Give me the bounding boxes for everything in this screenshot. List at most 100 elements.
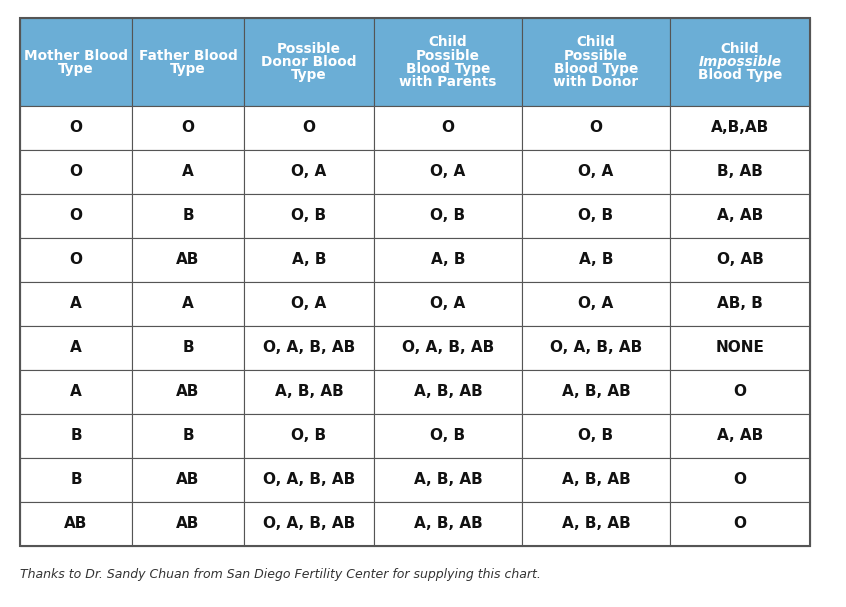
Bar (244, 150, 374, 194)
Bar (244, 282, 374, 326)
Text: A, B: A, B (579, 253, 613, 268)
Bar (522, 458, 670, 502)
Text: O, A: O, A (579, 164, 613, 180)
Text: Type: Type (291, 68, 327, 82)
Text: Donor Blood: Donor Blood (261, 55, 357, 69)
Text: A, B: A, B (292, 253, 327, 268)
Bar (522, 106, 670, 150)
Bar (522, 502, 670, 546)
Bar (132, 458, 244, 502)
Bar (20, 326, 132, 370)
Text: B: B (182, 341, 194, 356)
Text: O, A, B, AB: O, A, B, AB (550, 341, 642, 356)
Bar (670, 150, 810, 194)
Text: Child: Child (721, 42, 760, 56)
Text: O, A, B, AB: O, A, B, AB (402, 341, 494, 356)
Text: O, AB: O, AB (717, 253, 763, 268)
Bar (522, 282, 670, 326)
Bar (522, 18, 670, 106)
Bar (132, 326, 244, 370)
Bar (522, 326, 670, 370)
Bar (20, 18, 132, 106)
Bar (132, 106, 244, 150)
Text: O: O (442, 121, 454, 135)
Bar (522, 194, 670, 238)
Text: A,B,AB: A,B,AB (711, 121, 769, 135)
Text: A, B: A, B (431, 253, 465, 268)
Text: B, AB: B, AB (717, 164, 763, 180)
Bar (20, 458, 132, 502)
Text: O: O (182, 121, 195, 135)
Bar (670, 238, 810, 282)
Text: A: A (182, 164, 194, 180)
Bar (670, 106, 810, 150)
Text: B: B (70, 472, 82, 487)
Text: A, B, AB: A, B, AB (562, 472, 630, 487)
Text: O, A, B, AB: O, A, B, AB (263, 341, 355, 356)
Bar (374, 502, 522, 546)
Bar (374, 326, 522, 370)
Text: O, B: O, B (431, 208, 465, 223)
Text: Father Blood: Father Blood (139, 49, 238, 63)
Text: A: A (70, 384, 82, 399)
Bar (670, 194, 810, 238)
Bar (374, 150, 522, 194)
Bar (20, 150, 132, 194)
Text: O: O (69, 164, 83, 180)
Text: O, A: O, A (431, 296, 465, 311)
Text: O: O (733, 384, 746, 399)
Text: O, B: O, B (431, 429, 465, 444)
Text: A, B, AB: A, B, AB (275, 384, 343, 399)
Text: A, AB: A, AB (717, 208, 763, 223)
Text: B: B (182, 429, 194, 444)
Bar (244, 502, 374, 546)
Text: A, B, AB: A, B, AB (562, 384, 630, 399)
Text: A, B, AB: A, B, AB (562, 517, 630, 532)
Bar (244, 370, 374, 414)
Bar (132, 18, 244, 106)
Text: Mother Blood: Mother Blood (24, 49, 128, 63)
Bar (522, 150, 670, 194)
Text: O, B: O, B (291, 208, 327, 223)
Text: Child: Child (577, 35, 615, 50)
Bar (374, 194, 522, 238)
Text: Child: Child (429, 35, 467, 50)
Text: O, B: O, B (291, 429, 327, 444)
Text: AB: AB (64, 517, 88, 532)
Text: AB: AB (176, 384, 200, 399)
Text: O: O (733, 472, 746, 487)
Text: A: A (70, 341, 82, 356)
Bar (374, 458, 522, 502)
Bar (670, 18, 810, 106)
Text: Blood Type: Blood Type (406, 61, 490, 75)
Text: Possible: Possible (277, 42, 341, 56)
Bar (374, 414, 522, 458)
Text: with Donor: with Donor (553, 75, 639, 89)
Bar (132, 194, 244, 238)
Bar (132, 370, 244, 414)
Text: A, B, AB: A, B, AB (414, 384, 482, 399)
Text: Type: Type (58, 61, 94, 75)
Bar (670, 502, 810, 546)
Bar (20, 414, 132, 458)
Text: Impossible: Impossible (699, 55, 782, 69)
Text: Type: Type (170, 61, 206, 75)
Text: B: B (70, 429, 82, 444)
Text: O, A: O, A (579, 296, 613, 311)
Text: Possible: Possible (416, 49, 480, 63)
Bar (244, 326, 374, 370)
Bar (670, 414, 810, 458)
Bar (374, 238, 522, 282)
Bar (20, 370, 132, 414)
Bar (244, 238, 374, 282)
Text: A: A (182, 296, 194, 311)
Text: NONE: NONE (716, 341, 765, 356)
Text: AB: AB (176, 517, 200, 532)
Bar (132, 502, 244, 546)
Bar (670, 458, 810, 502)
Text: O: O (590, 121, 602, 135)
Bar (522, 370, 670, 414)
Bar (244, 106, 374, 150)
Text: Thanks to Dr. Sandy Chuan from San Diego Fertility Center for supplying this cha: Thanks to Dr. Sandy Chuan from San Diego… (20, 568, 541, 581)
Text: O, B: O, B (579, 429, 613, 444)
